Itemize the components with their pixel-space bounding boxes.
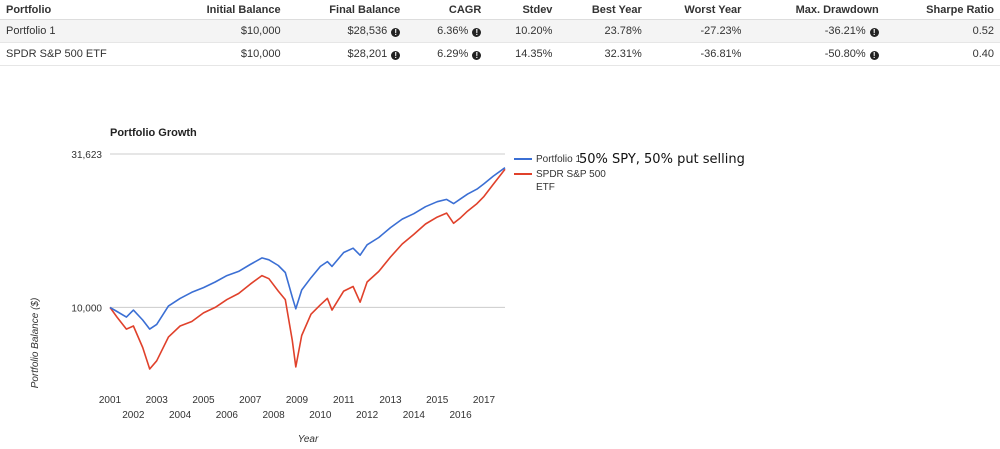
x-tick-label: 2002: [122, 410, 145, 421]
x-tick-label: 2005: [192, 395, 215, 406]
summary-table: Portfolio Initial Balance Final Balance …: [0, 0, 1000, 66]
header-cagr[interactable]: CAGR: [406, 0, 488, 20]
legend-label-spdr-line2: ETF: [536, 182, 555, 193]
x-tick-label: 2007: [239, 395, 262, 406]
cell-portfolio: Portfolio 1: [0, 19, 163, 43]
y-tick-label: 31,623: [71, 150, 102, 161]
x-tick-label: 2004: [169, 410, 192, 421]
series-lines: [109, 167, 506, 370]
x-tick-label: 2017: [473, 395, 496, 406]
cell-cagr: 6.36%!: [406, 19, 488, 43]
x-tick-label: 2015: [426, 395, 449, 406]
y-axis-label: Portfolio Balance ($): [30, 298, 41, 389]
x-tick-label: 2013: [379, 395, 402, 406]
header-portfolio[interactable]: Portfolio: [0, 0, 163, 20]
header-best-year[interactable]: Best Year: [558, 0, 648, 20]
chart-annotation: 50% SPY, 50% put selling: [579, 152, 745, 167]
info-circle-icon[interactable]: !: [472, 51, 482, 60]
legend-label-portfolio-1[interactable]: Portfolio 1: [536, 154, 581, 165]
legend-label-spdr[interactable]: SPDR S&P 500 ETF: [536, 169, 609, 193]
chart-title: Portfolio Growth: [110, 127, 197, 139]
cell-worst-year: -27.23%: [647, 19, 748, 43]
x-tick-label: 2010: [309, 410, 332, 421]
legend-label-spdr-line1: SPDR S&P 500: [536, 169, 606, 180]
header-initial-balance[interactable]: Initial Balance: [162, 0, 287, 20]
x-tick-label: 2009: [286, 395, 309, 406]
y-axis-ticks: 10,000 31,623: [71, 150, 102, 314]
x-tick-label: 2014: [403, 410, 426, 421]
x-tick-label: 2011: [333, 395, 355, 406]
table-header-row: Portfolio Initial Balance Final Balance …: [0, 0, 1000, 20]
cell-best-year: 32.31%: [558, 42, 648, 66]
y-tick-label: 10,000: [71, 303, 102, 314]
header-final-balance[interactable]: Final Balance: [286, 0, 407, 20]
header-worst-year[interactable]: Worst Year: [647, 0, 748, 20]
cell-final-balance: $28,536!: [286, 19, 407, 43]
final-balance-value: $28,201: [347, 48, 388, 60]
max-drawdown-value: -50.80%: [824, 48, 866, 60]
x-tick-label: 2003: [146, 395, 169, 406]
header-max-drawdown[interactable]: Max. Drawdown: [747, 0, 885, 20]
x-tick-label: 2006: [216, 410, 239, 421]
cell-final-balance: $28,201!: [286, 42, 407, 66]
header-stdev[interactable]: Stdev: [487, 0, 559, 20]
cell-max-drawdown: -50.80%!: [747, 42, 885, 66]
cagr-value: 6.29%: [437, 48, 469, 60]
cell-initial-balance: $10,000: [162, 42, 287, 66]
table-row: Portfolio 1 $10,000 $28,536! 6.36%! 10.2…: [0, 19, 1000, 43]
cagr-value: 6.36%: [437, 25, 469, 37]
x-tick-label: 2001: [99, 395, 122, 406]
table-row: SPDR S&P 500 ETF $10,000 $28,201! 6.29%!…: [0, 42, 1000, 66]
x-tick-label: 2008: [262, 410, 285, 421]
x-tick-label: 2012: [356, 410, 379, 421]
cell-initial-balance: $10,000: [162, 19, 287, 43]
cell-best-year: 23.78%: [558, 19, 648, 43]
gridlines: [110, 153, 505, 308]
cell-cagr: 6.29%!: [406, 42, 488, 66]
series-line-spdr[interactable]: [109, 168, 506, 370]
info-circle-icon[interactable]: !: [869, 51, 879, 60]
cell-portfolio: SPDR S&P 500 ETF: [0, 42, 163, 66]
info-circle-icon[interactable]: !: [869, 28, 879, 37]
cell-stdev: 14.35%: [487, 42, 559, 66]
cell-stdev: 10.20%: [487, 19, 559, 43]
info-circle-icon[interactable]: !: [472, 28, 482, 37]
cell-worst-year: -36.81%: [647, 42, 748, 66]
x-tick-label: 2016: [449, 410, 472, 421]
x-axis-label: Year: [298, 434, 319, 445]
series-line-portfolio-1[interactable]: [109, 167, 506, 330]
info-circle-icon[interactable]: !: [391, 28, 401, 37]
x-axis-ticks: 2001 2003 2005 2007 2009 2011 2013 2015 2017 2002…: [99, 395, 496, 421]
max-drawdown-value: -36.21%: [824, 25, 866, 37]
header-sharpe-ratio[interactable]: Sharpe Ratio: [884, 0, 1000, 20]
final-balance-value: $28,536: [347, 25, 388, 37]
cell-sharpe-ratio: 0.40: [884, 42, 1000, 66]
cell-max-drawdown: -36.21%!: [747, 19, 885, 43]
legend: Portfolio 1 50% SPY, 50% put selling SPD…: [514, 152, 745, 193]
cell-sharpe-ratio: 0.52: [884, 19, 1000, 43]
info-circle-icon[interactable]: !: [391, 51, 401, 60]
